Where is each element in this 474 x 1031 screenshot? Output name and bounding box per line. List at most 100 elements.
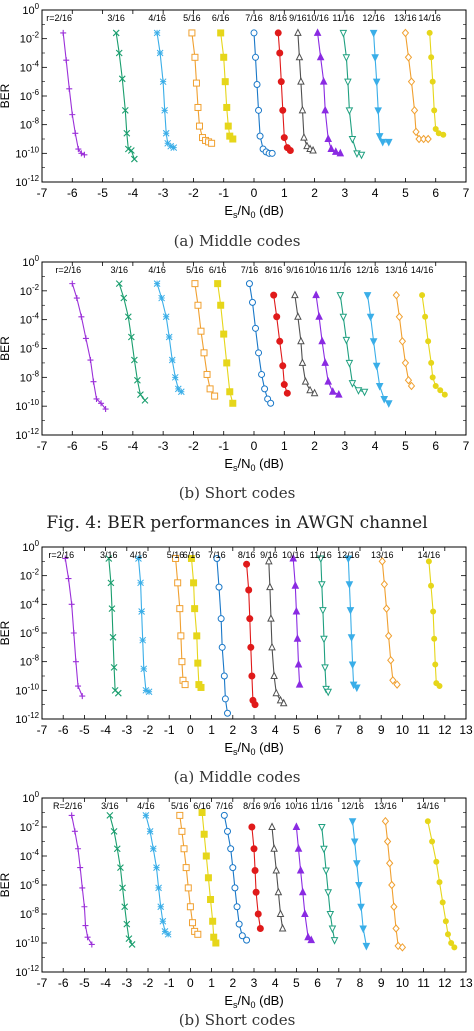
data-point — [194, 930, 202, 938]
x-tick-label: 4 — [372, 186, 379, 200]
y-tick-label: 10-2 — [20, 31, 39, 46]
x-axis-label: Es/N0 (dB) — [224, 993, 283, 1010]
series-6 — [250, 29, 276, 157]
data-point — [294, 659, 303, 668]
data-point — [252, 888, 260, 896]
data-point — [123, 129, 131, 137]
data-point — [300, 132, 308, 141]
data-point — [321, 105, 329, 114]
data-point — [380, 395, 389, 404]
rate-label: r=2/16 — [55, 265, 81, 275]
series-12 — [392, 290, 416, 391]
data-point — [189, 919, 197, 927]
caption-short-codes-b: (b) Short codes — [178, 484, 296, 502]
data-point — [350, 838, 359, 847]
rate-label: 10/16 — [282, 550, 305, 560]
data-point — [315, 312, 323, 320]
series-9 — [312, 290, 343, 398]
x-tick-label: -1 — [218, 186, 229, 200]
rate-label: 14/16 — [418, 550, 441, 560]
data-point — [425, 338, 432, 345]
data-point — [120, 294, 128, 302]
data-point — [295, 679, 304, 688]
data-point — [324, 889, 333, 897]
data-point — [297, 336, 305, 345]
data-point — [309, 145, 317, 154]
data-point — [429, 374, 436, 381]
series-line — [109, 815, 133, 945]
data-point — [251, 701, 259, 709]
data-point — [229, 135, 237, 143]
x-tick-label: 7 — [335, 723, 342, 737]
series-11 — [348, 818, 371, 951]
x-tick-label: 7 — [463, 186, 470, 200]
y-tick-label: 10-12 — [15, 174, 39, 189]
data-point — [261, 385, 269, 393]
data-point — [82, 335, 89, 342]
x-tick-label: 13 — [459, 976, 473, 990]
data-point — [334, 390, 343, 398]
data-point — [153, 280, 161, 287]
x-tick-label: 0 — [187, 723, 194, 737]
data-point — [250, 29, 258, 37]
y-tick-label: 10-4 — [20, 312, 40, 327]
x-tick-label: 6 — [432, 186, 439, 200]
series-line — [71, 283, 107, 410]
series-5 — [198, 809, 220, 947]
x-axis-label: Es/N0 (dB) — [224, 203, 283, 220]
data-point — [88, 941, 95, 948]
data-point — [193, 632, 201, 640]
data-point — [425, 558, 432, 565]
data-point — [294, 28, 302, 36]
data-point — [127, 333, 135, 341]
data-point — [310, 388, 319, 397]
data-point — [298, 105, 307, 114]
data-point — [295, 52, 304, 61]
data-point — [369, 338, 378, 346]
data-point — [191, 53, 199, 61]
data-point — [69, 111, 76, 118]
data-point — [354, 387, 363, 395]
data-point — [357, 903, 365, 912]
y-tick-label: 10-6 — [20, 88, 40, 103]
data-point — [161, 106, 169, 114]
data-point — [204, 874, 212, 882]
data-point — [200, 830, 208, 838]
rate-label: 11/16 — [311, 801, 333, 811]
data-point — [372, 78, 381, 87]
series-line — [381, 561, 398, 685]
series-13 — [419, 292, 448, 398]
data-point — [110, 827, 118, 835]
data-point — [213, 554, 221, 562]
data-point — [276, 695, 285, 704]
series-9 — [289, 553, 304, 688]
series-9 — [292, 822, 316, 944]
series-2 — [105, 555, 122, 697]
y-tick-label: 10-12 — [15, 964, 39, 979]
data-point — [258, 370, 266, 378]
series-12 — [401, 28, 432, 144]
data-point — [248, 672, 256, 680]
data-point — [291, 581, 300, 589]
data-point — [318, 336, 326, 345]
x-tick-label: 4 — [272, 723, 279, 737]
data-point — [243, 560, 251, 568]
data-point — [382, 604, 391, 613]
data-point — [298, 887, 307, 896]
rate-label: 6/16 — [193, 801, 211, 811]
data-point — [255, 349, 263, 357]
data-point — [322, 867, 330, 876]
series-10 — [316, 555, 333, 697]
series-11 — [369, 29, 393, 147]
y-tick-label: 10-6 — [20, 341, 40, 356]
x-tick-label: 5 — [402, 186, 409, 200]
data-point — [81, 903, 88, 910]
rate-label: 12/16 — [337, 550, 360, 560]
data-point — [224, 709, 231, 717]
caption-middle-codes-c: (a) Middle codes — [173, 768, 301, 786]
data-point — [342, 54, 351, 62]
data-point — [324, 134, 333, 142]
data-point — [191, 280, 199, 288]
data-point — [369, 29, 378, 38]
data-point — [347, 634, 356, 642]
